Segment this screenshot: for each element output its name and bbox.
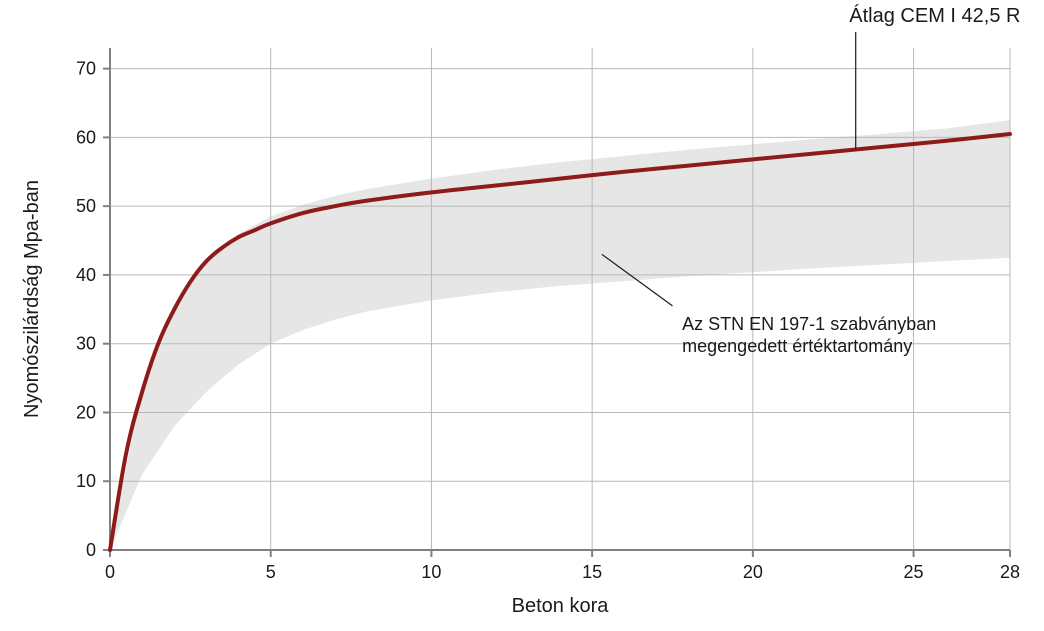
y-tick-label: 20 <box>76 402 96 422</box>
x-tick-label: 15 <box>582 562 602 582</box>
chart-svg: 0 5 10 15 20 25 28 0 10 20 30 40 50 60 70 Beton kora Nyo… <box>0 0 1044 631</box>
y-tick-label: 60 <box>76 127 96 147</box>
x-tick-label: 28 <box>1000 562 1020 582</box>
x-tick-label: 20 <box>743 562 763 582</box>
y-tick-label: 70 <box>76 59 96 79</box>
x-tick-label: 25 <box>904 562 924 582</box>
y-tick-label: 0 <box>86 540 96 560</box>
x-tick-label: 0 <box>105 562 115 582</box>
x-axis-title: Beton kora <box>512 595 610 617</box>
y-axis-title: Nyomószilárdság Mpa-ban <box>21 180 43 418</box>
x-tick-label: 5 <box>266 562 276 582</box>
y-tick-label: 40 <box>76 265 96 285</box>
top-annotation-text: Átlag CEM I 42,5 R <box>849 4 1020 27</box>
y-tick-label: 30 <box>76 334 96 354</box>
x-tick-label: 10 <box>421 562 441 582</box>
chart-container: { "chart": { "type": "line-with-band", "… <box>0 0 1044 631</box>
y-tick-label: 50 <box>76 196 96 216</box>
y-tick-label: 10 <box>76 471 96 491</box>
